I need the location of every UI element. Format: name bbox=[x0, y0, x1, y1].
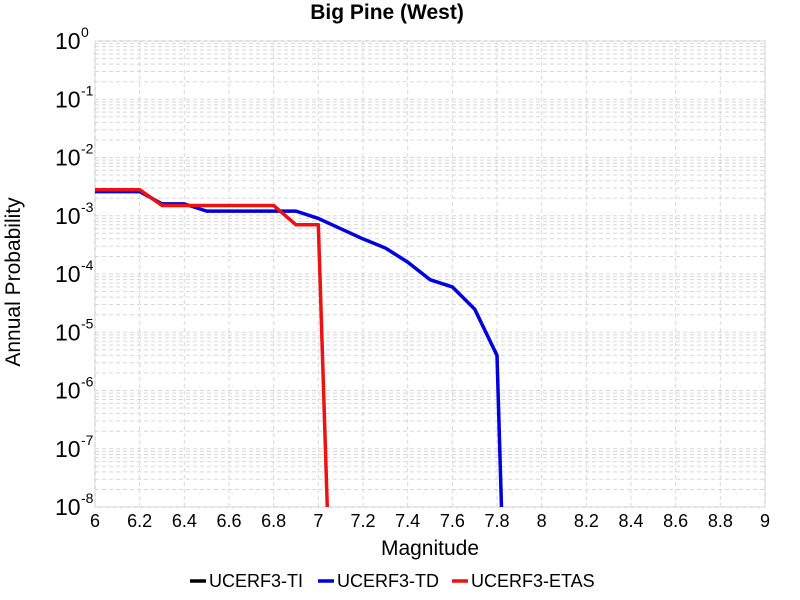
y-tick-base: 10 bbox=[55, 319, 81, 345]
y-tick-base: 10 bbox=[55, 86, 81, 112]
x-tick-label: 7.8 bbox=[484, 511, 509, 531]
x-tick-label: 6 bbox=[90, 511, 100, 531]
x-tick-label: 6.6 bbox=[216, 511, 241, 531]
y-tick-exponent: -6 bbox=[81, 374, 94, 390]
series-group bbox=[95, 187, 504, 508]
y-tick-label: 10 0 bbox=[55, 24, 89, 54]
x-axis-label: Magnitude bbox=[381, 537, 479, 560]
y-tick-exponent: 0 bbox=[81, 24, 89, 40]
x-tick-label: 9 bbox=[760, 511, 770, 531]
y-axis-label: Annual Probability bbox=[2, 197, 25, 367]
y-tick-exponent: -2 bbox=[81, 141, 94, 157]
legend-item: UCERF3-TI bbox=[190, 571, 303, 591]
y-tick-base: 10 bbox=[55, 261, 81, 287]
legend-item: UCERF3-TD bbox=[318, 571, 439, 591]
y-tick-base: 10 bbox=[55, 28, 81, 54]
y-tick-base: 10 bbox=[55, 494, 81, 520]
y-tick-exponent: -4 bbox=[81, 257, 94, 273]
y-tick-exponent: -5 bbox=[81, 315, 94, 331]
legend-item: UCERF3-ETAS bbox=[452, 571, 595, 591]
y-tick-label: 10 -8 bbox=[55, 490, 94, 520]
y-tick-base: 10 bbox=[55, 436, 81, 462]
x-tick-label: 7.6 bbox=[440, 511, 465, 531]
x-tick-label: 6.4 bbox=[172, 511, 197, 531]
y-tick-label: 10 -5 bbox=[55, 315, 94, 345]
y-tick-label: 10 -1 bbox=[55, 82, 94, 112]
y-tick-label: 10 -4 bbox=[55, 257, 94, 287]
legend: UCERF3-TI UCERF3-TD UCERF3-ETAS bbox=[190, 571, 595, 591]
x-tick-label: 8.4 bbox=[618, 511, 643, 531]
legend-label: UCERF3-ETAS bbox=[471, 571, 595, 591]
chart-title: Big Pine (West) bbox=[310, 1, 464, 24]
y-tick-exponent: -8 bbox=[81, 490, 94, 506]
y-tick-base: 10 bbox=[55, 203, 81, 229]
y-tick-exponent: -3 bbox=[81, 199, 94, 215]
x-tick-label: 8.2 bbox=[574, 511, 599, 531]
y-tick-exponent: -1 bbox=[81, 82, 94, 98]
y-tick-label: 10 -3 bbox=[55, 199, 94, 229]
y-tick-label: 10 -7 bbox=[55, 432, 94, 462]
x-tick-label: 6.8 bbox=[261, 511, 286, 531]
x-tick-labels: 6 6.2 6.4 6.6 6.8 7 7.2 7.4 7.6 7.8 8 8.2 8.4 8.6 8.8 9 bbox=[90, 511, 770, 531]
x-tick-label: 7.2 bbox=[350, 511, 375, 531]
y-tick-label: 10 -2 bbox=[55, 141, 94, 171]
grid bbox=[94, 40, 766, 508]
y-tick-base: 10 bbox=[55, 378, 81, 404]
x-tick-label: 7 bbox=[313, 511, 323, 531]
y-tick-label: 10 -6 bbox=[55, 374, 94, 404]
x-tick-label: 8.8 bbox=[708, 511, 733, 531]
plot-area bbox=[94, 40, 766, 508]
x-tick-label: 7.4 bbox=[395, 511, 420, 531]
x-tick-label: 8.6 bbox=[663, 511, 688, 531]
series-line-ucerf3-etas bbox=[95, 187, 330, 508]
x-tick-label: 8 bbox=[537, 511, 547, 531]
legend-label: UCERF3-TD bbox=[337, 571, 439, 591]
legend-label: UCERF3-TI bbox=[209, 571, 303, 591]
x-tick-label: 6.2 bbox=[127, 511, 152, 531]
y-tick-exponent: -7 bbox=[81, 432, 94, 448]
y-tick-base: 10 bbox=[55, 145, 81, 171]
